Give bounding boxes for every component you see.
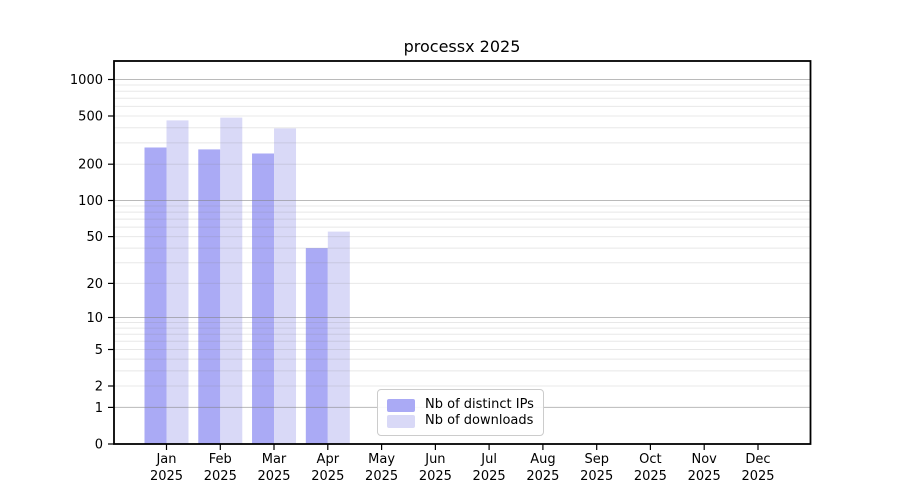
legend: Nb of distinct IPs Nb of downloads	[377, 389, 544, 436]
bar-distinct-ips-mar	[252, 153, 275, 444]
x-tick-label-feb: Feb 2025	[204, 452, 237, 484]
y-tick-label-500: 500	[78, 110, 103, 125]
y-tick-label-50: 50	[86, 230, 103, 245]
y-tick-label-0: 0	[95, 438, 103, 453]
bar-downloads-apr	[327, 231, 350, 444]
chart-title: processx 2025	[404, 37, 521, 56]
bar-downloads-jan	[166, 120, 189, 445]
bar-downloads-mar	[274, 128, 297, 444]
x-tick-label-may: May 2025	[365, 452, 398, 484]
y-tick-label-5: 5	[95, 343, 103, 358]
y-tick-label-10: 10	[86, 311, 103, 326]
y-tick-label-200: 200	[78, 158, 103, 173]
x-tick-label-jul: Jul 2025	[473, 452, 506, 484]
y-tick-label-2: 2	[95, 380, 103, 395]
bar-distinct-ips-apr	[305, 248, 328, 444]
y-tick-label-1000: 1000	[70, 73, 103, 88]
bars-layer	[144, 117, 350, 445]
legend-swatch-downloads	[387, 414, 415, 428]
legend-label-distinct-ips: Nb of distinct IPs	[425, 397, 534, 412]
y-tick-label-1: 1	[95, 401, 103, 416]
legend-label-downloads: Nb of downloads	[425, 413, 534, 428]
axis-labels-layer: 0 1 2 5 10 20 50 100 200 500 1000 Jan 2025 Feb 2025 Mar…	[70, 73, 775, 484]
bar-distinct-ips-feb	[198, 149, 221, 444]
x-tick-label-aug: Aug 2025	[526, 452, 559, 484]
x-tick-label-jan: Jan 2025	[150, 452, 183, 484]
axes-layer	[108, 60, 812, 450]
x-tick-label-oct: Oct 2025	[634, 452, 667, 484]
legend-row-distinct-ips: Nb of distinct IPs	[387, 397, 534, 413]
x-tick-label-jun: Jun 2025	[419, 452, 452, 484]
bar-distinct-ips-jan	[144, 147, 167, 444]
legend-row-downloads: Nb of downloads	[387, 413, 533, 429]
x-tick-label-nov: Nov 2025	[688, 452, 721, 484]
y-tick-label-20: 20	[86, 277, 103, 292]
plot-border	[113, 60, 812, 445]
x-tick-label-dec: Dec 2025	[741, 452, 774, 484]
x-tick-label-apr: Apr 2025	[311, 452, 344, 484]
x-tick-label-sep: Sep 2025	[580, 452, 613, 484]
x-tick-label-mar: Mar 2025	[257, 452, 290, 484]
legend-swatch-distinct-ips	[387, 398, 415, 412]
bar-downloads-feb	[220, 117, 243, 444]
y-tick-label-100: 100	[78, 194, 103, 209]
